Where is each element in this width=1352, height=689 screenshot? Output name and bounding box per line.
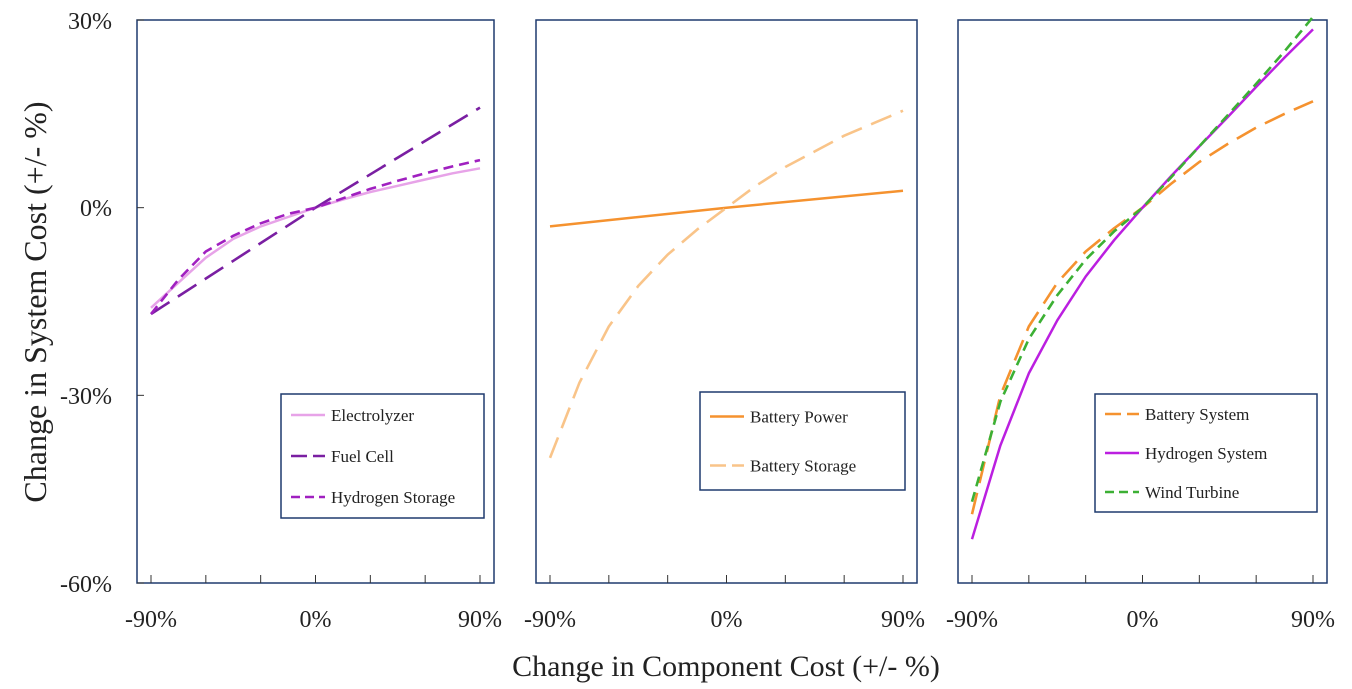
- x-axis-title: Change in Component Cost (+/- %): [512, 650, 940, 683]
- legend-box: [699, 391, 906, 491]
- x-tick-label: 0%: [1127, 607, 1159, 633]
- y-tick-label: -60%: [60, 572, 112, 598]
- series-line-battery-storage: [548, 109, 904, 459]
- series-line-fuel-cell: [150, 106, 481, 316]
- series-line-electrolyzer: [150, 167, 481, 309]
- legend: Battery System Hydrogen System Wind Turbin…: [1094, 393, 1318, 513]
- legend-label: Hydrogen System: [1145, 444, 1267, 463]
- chart-panel-3: -90% 0% 90% Battery System Hydrogen System Wi…: [946, 16, 1335, 633]
- plot-frame: [535, 19, 918, 584]
- x-tick-label: 90%: [458, 607, 502, 633]
- legend-label: Hydrogen Storage: [331, 488, 455, 507]
- legend: Battery Power Battery Storage: [699, 391, 906, 491]
- legend-label: Battery System: [1145, 405, 1249, 424]
- chart-panel-2: -90% 0% 90% Battery Power Battery Storage: [524, 19, 925, 633]
- legend-label: Fuel Cell: [331, 447, 394, 466]
- y-tick-label: 0%: [80, 196, 112, 222]
- chart-panel-1: -90% 0% 90% Electrolyzer Fuel Cell Hydrogen S…: [125, 19, 502, 633]
- legend-label: Battery Storage: [750, 457, 856, 476]
- legend-label: Battery Power: [750, 408, 848, 427]
- x-tick-label: -90%: [946, 607, 998, 633]
- x-tick-label: -90%: [125, 607, 177, 633]
- x-tick-label: 90%: [1291, 607, 1335, 633]
- series-line-wind-turbine: [970, 16, 1315, 503]
- x-tick-label: 0%: [711, 607, 743, 633]
- series-line-hydrogen-system: [970, 28, 1314, 540]
- legend-label: Wind Turbine: [1145, 483, 1239, 502]
- series-line-hydrogen-storage: [149, 158, 481, 315]
- legend-label: Electrolyzer: [331, 406, 414, 425]
- x-tick-label: 90%: [881, 607, 925, 633]
- x-tick-label: 0%: [300, 607, 332, 633]
- series-line-battery-power: [549, 189, 904, 228]
- y-tick-label: 30%: [68, 9, 112, 35]
- y-tick-label: -30%: [60, 384, 112, 410]
- legend: Electrolyzer Fuel Cell Hydrogen Storage: [280, 393, 485, 519]
- x-tick-label: -90%: [524, 607, 576, 633]
- y-axis-title: Change in System Cost (+/- %): [17, 101, 53, 502]
